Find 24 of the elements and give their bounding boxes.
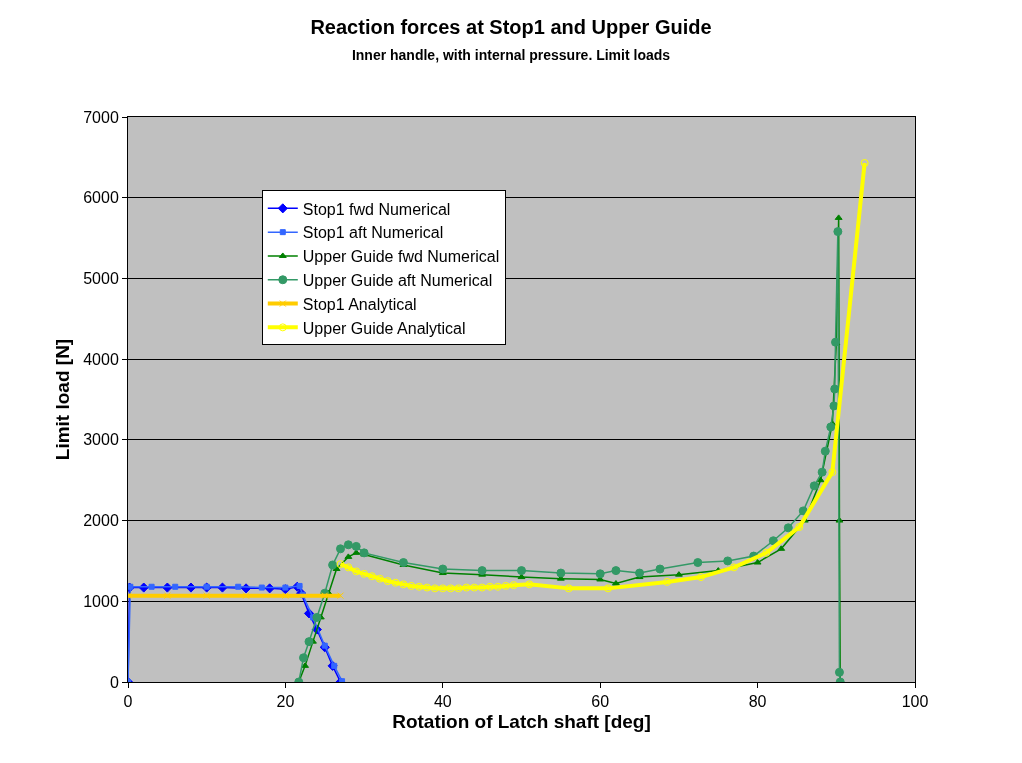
chart-subtitle: Inner handle, with internal pressure. Limit loads xyxy=(351,47,671,64)
legend-label: Stop1 Analytical xyxy=(302,295,417,313)
y-tick-label: 3000 xyxy=(83,431,119,449)
y-tick-label: 1000 xyxy=(83,592,119,610)
legend-label: Upper Guide aft Numerical xyxy=(302,271,493,289)
y-tick-label: 0 xyxy=(109,673,119,691)
x-tick-label: 20 xyxy=(276,693,295,711)
y-tick-label: 4000 xyxy=(83,350,119,368)
x-tick-label: 40 xyxy=(433,693,452,711)
legend-label: Stop1 fwd Numerical xyxy=(302,200,451,218)
legend-label: Upper Guide Analytical xyxy=(302,319,466,337)
y-axis-title: Limit load [N] xyxy=(52,338,74,461)
y-tick-label: 6000 xyxy=(83,189,119,207)
chart-title: Reaction forces at Stop1 and Upper Guide xyxy=(310,16,712,39)
legend-label: Stop1 aft Numerical xyxy=(302,224,444,242)
x-tick-label: 100 xyxy=(901,693,929,711)
y-tick-label: 2000 xyxy=(83,512,119,530)
y-tick-label: 5000 xyxy=(83,270,119,288)
legend-label: Upper Guide fwd Numerical xyxy=(302,248,500,266)
x-tick-label: 80 xyxy=(748,693,767,711)
x-axis-title: Rotation of Latch shaft [deg] xyxy=(392,711,651,732)
y-tick-label: 7000 xyxy=(83,108,119,126)
x-tick-label: 60 xyxy=(591,693,610,711)
x-tick-label: 0 xyxy=(123,693,133,711)
